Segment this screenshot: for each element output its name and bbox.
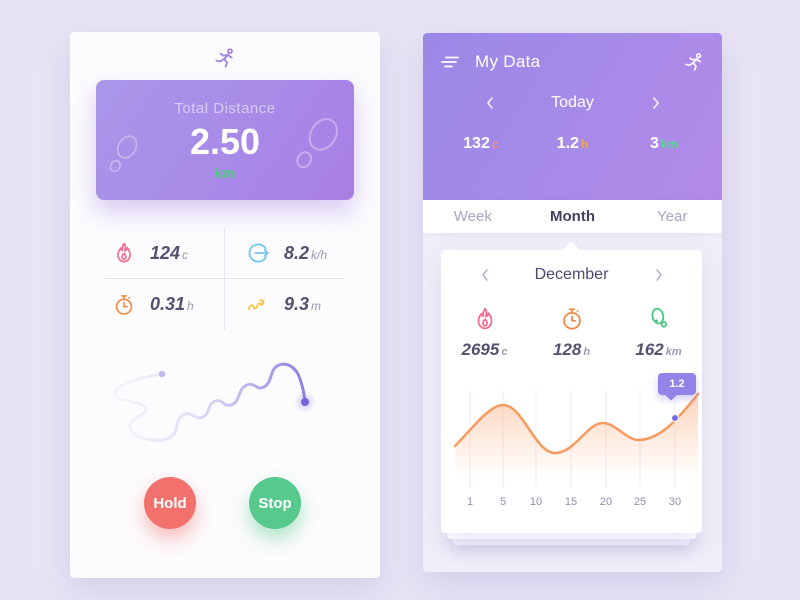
today-stats: 132 c 1.2 h 3 km [435,135,710,153]
month-distance-value: 162 [635,340,664,359]
stop-button[interactable]: Stop [249,477,301,529]
chevron-right-icon[interactable] [648,97,664,109]
x-tick: 15 [564,496,578,508]
range-tabs: Week Month Year [423,200,722,233]
today-hours-unit: h [580,137,589,151]
x-tick: 10 [529,496,543,508]
page-title: My Data [475,52,541,71]
my-data-screen: My Data Today 132 c 1.2 h 3 km [423,33,722,572]
period-selector: Today [423,91,722,115]
today-distance-value: 3 [650,135,659,152]
calories-unit: c [182,247,189,262]
speed-stat: 8.2 k/h [225,228,345,279]
x-tick: 30 [668,496,682,508]
stacked-card-edge [453,534,690,545]
card-notch [561,241,581,261]
duration-stat: 0.31 h [105,279,225,330]
trend-icon [247,298,265,310]
month-hours: 128 h [528,304,615,360]
month-calories-value: 2695 [461,340,500,359]
x-tick: 20 [599,496,613,508]
footprint-icon [296,118,339,169]
chart-tooltip: 1.2 [658,373,696,395]
header: My Data Today 132 c 1.2 h 3 km [423,33,722,200]
total-distance-card: Total Distance 2.50 km [96,80,354,200]
speed-icon [248,243,269,263]
highlight-dot[interactable] [671,414,679,422]
runner-icon[interactable] [682,51,706,73]
route-path [113,362,307,442]
distance-unit: km [214,165,236,181]
month-distance-unit: km [665,346,682,358]
today-distance: 3 km [618,135,710,153]
tab-year[interactable]: Year [622,200,722,233]
today-calories-unit: c [491,137,499,151]
today-distance-unit: km [660,137,679,151]
route-map [100,340,360,468]
footprint-icon [650,307,667,328]
month-chart: 1.2 1 5 10 15 20 25 30 [441,368,702,518]
tab-week[interactable]: Week [423,200,523,233]
today-calories: 132 c [435,135,527,153]
route-end-dot [301,398,309,406]
chart-line [453,392,700,455]
stopwatch-icon [562,308,581,330]
line-chart [453,391,700,488]
hold-button[interactable]: Hold [144,477,196,529]
calories-value: 124 [150,242,181,263]
speed-unit: k/h [311,247,328,262]
period-label: Today [551,94,594,111]
route-start-dot [158,370,166,378]
calories-stat: 124 c [105,228,225,279]
elevation-value: 9.3 [284,294,310,314]
chevron-left-icon[interactable] [453,269,517,281]
footprint-icon [109,135,138,173]
month-hours-unit: h [583,346,591,358]
fire-icon [477,307,492,330]
x-tick: 1 [466,496,474,508]
duration-unit: h [187,299,194,313]
menu-icon[interactable] [439,53,461,71]
distance-value: 2.50 [189,121,261,162]
stopwatch-icon [115,294,133,315]
month-calories-unit: c [501,346,508,358]
month-hours-value: 128 [552,340,582,359]
month-label: December [534,266,609,283]
run-stats-grid: 124 c 8.2 k/h 0.31 h 9.3 m [105,228,345,330]
x-tick: 5 [499,496,507,508]
today-hours: 1.2 h [527,135,619,153]
elevation-stat: 9.3 m [225,279,345,330]
month-calories: 2695 c [441,304,528,360]
month-selector: December [441,264,702,286]
distance-card-title: Total Distance [174,100,276,117]
run-screen: Total Distance 2.50 km 124 c 8.2 k/h [70,32,380,578]
elevation-unit: m [311,299,322,313]
month-stats: 2695 c 128 h [441,304,702,360]
chart-area-fill [455,394,698,480]
x-tick: 25 [633,496,647,508]
chevron-right-icon[interactable] [627,269,691,281]
fire-icon [117,242,131,263]
runner-icon [70,46,380,75]
month-distance: 162 km [615,304,702,360]
today-hours-value: 1.2 [556,135,579,152]
chevron-left-icon[interactable] [482,97,498,109]
today-calories-value: 132 [463,135,490,152]
month-summary-card: December 2695 c [441,241,702,533]
tab-month[interactable]: Month [523,200,623,233]
speed-value: 8.2 [284,242,310,263]
duration-value: 0.31 [150,294,186,314]
